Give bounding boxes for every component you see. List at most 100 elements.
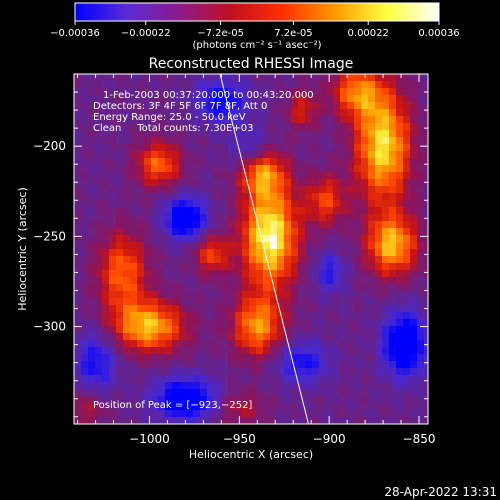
heatmap-cell [123,263,131,271]
heatmap-cell [74,242,82,250]
heatmap-cell [172,102,180,110]
heatmap-cell [144,375,152,383]
heatmap-cell [207,298,215,306]
heatmap-cell [361,284,369,292]
heatmap-cell [235,158,243,166]
heatmap-cell [249,340,257,348]
heatmap-cell [249,137,257,145]
heatmap-cell [221,172,229,180]
heatmap-cell [382,403,390,411]
heatmap-cell [193,109,201,117]
heatmap-cell [109,179,117,187]
heatmap-cell [186,200,194,208]
heatmap-cell [102,179,110,187]
heatmap-cell [123,200,131,208]
heatmap-cell [319,326,327,334]
heatmap-cell [242,319,250,327]
heatmap-cell [410,368,418,376]
heatmap-cell [396,312,404,320]
heatmap-cell [270,235,278,243]
heatmap-cell [214,186,222,194]
heatmap-cell [242,165,250,173]
heatmap-cell [410,347,418,355]
heatmap-cell [291,214,299,222]
heatmap-cell [396,403,404,411]
heatmap-cell [270,396,278,404]
heatmap-cell [347,74,355,82]
heatmap-cell [312,151,320,159]
heatmap-cell [221,389,229,397]
heatmap-cell [368,319,376,327]
heatmap-cell [298,200,306,208]
heatmap-cell [144,319,152,327]
heatmap-cell [284,410,292,418]
heatmap-cell [417,200,425,208]
heatmap-cell [165,221,173,229]
heatmap-cell [88,312,96,320]
heatmap-cell [158,235,166,243]
heatmap-cell [235,347,243,355]
heatmap-cell [228,319,236,327]
heatmap-cell [424,81,428,89]
heatmap-cell [340,396,348,404]
heatmap-cell [361,389,369,397]
heatmap-cell [102,172,110,180]
heatmap-cell [368,263,376,271]
heatmap-cell [137,123,145,131]
heatmap-cell [347,249,355,257]
heatmap-cell [298,389,306,397]
heatmap-cell [172,284,180,292]
heatmap-cell [158,340,166,348]
heatmap-cell [361,151,369,159]
heatmap-cell [193,116,201,124]
heatmap-cell [200,235,208,243]
heatmap-cell [382,256,390,264]
heatmap-cell [249,214,257,222]
heatmap-cell [109,249,117,257]
heatmap-cell [81,256,89,264]
heatmap-cell [214,410,222,418]
heatmap-cell [81,207,89,215]
heatmap-cell [165,263,173,271]
heatmap-cell [284,235,292,243]
heatmap-cell [389,256,397,264]
heatmap-cell [123,361,131,369]
heatmap-cell [109,235,117,243]
heatmap-cell [319,200,327,208]
heatmap-cell [172,109,180,117]
heatmap-cell [312,305,320,313]
heatmap-cell [228,235,236,243]
heatmap-cell [368,130,376,138]
heatmap-cell [284,102,292,110]
heatmap-cell [172,270,180,278]
heatmap-cell [186,123,194,131]
heatmap-cell [361,263,369,271]
heatmap-cell [256,102,264,110]
heatmap-cell [193,270,201,278]
heatmap-cell [102,368,110,376]
heatmap-cell [242,193,250,201]
heatmap-cell [347,326,355,334]
heatmap-cell [74,263,82,271]
heatmap-cell [284,242,292,250]
heatmap-cell [88,284,96,292]
heatmap-cell [424,242,428,250]
heatmap-cell [102,375,110,383]
heatmap-cell [123,256,131,264]
heatmap-cell [109,403,117,411]
heatmap-cell [74,235,82,243]
heatmap-cell [340,123,348,131]
heatmap-cell [270,291,278,299]
heatmap-cell [396,200,404,208]
heatmap-cell [172,179,180,187]
heatmap-cell [396,291,404,299]
heatmap-cell [256,375,264,383]
heatmap-cell [347,235,355,243]
heatmap-cell [81,109,89,117]
heatmap-cell [396,326,404,334]
heatmap-cell [242,207,250,215]
colorbar-tick-label: −0.00022 [121,28,171,39]
heatmap-cell [256,109,264,117]
heatmap-cell [88,74,96,82]
heatmap-cell [354,88,362,96]
